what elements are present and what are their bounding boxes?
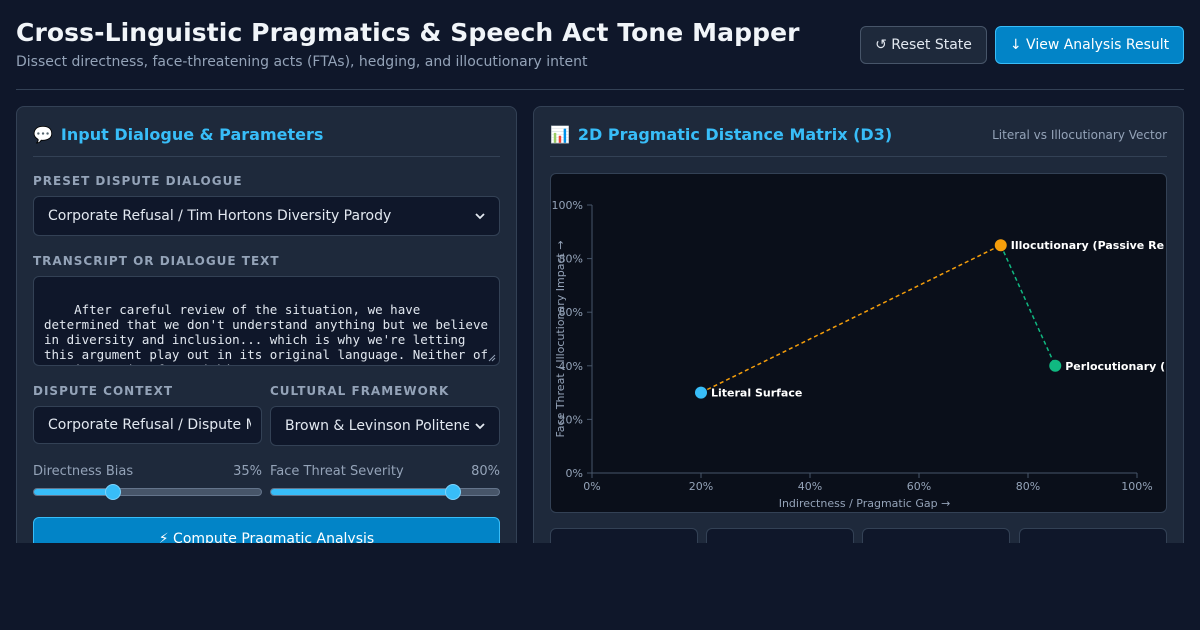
x-tick-label: 40% [798,480,822,493]
x-tick-label: 20% [689,480,713,493]
cultural-framework-value: Brown & Levinson Politeness [285,418,469,434]
transcript-textarea[interactable]: After careful review of the situation, w… [33,276,500,366]
dispute-context-value: Corporate Refusal / Dispute Mediation [48,417,251,433]
data-point [695,386,707,399]
chevron-down-icon [475,213,485,220]
dispute-context-input[interactable]: Corporate Refusal / Dispute Mediation [33,406,262,444]
face-threat-label: Face Threat Severity [270,464,404,479]
face-threat-value: 80% [471,464,500,479]
speech-bubble-icon: 💬 [33,125,53,144]
transcript-label: Transcript or Dialogue Text [33,254,280,268]
transcript-text: After careful review of the situation, w… [44,302,489,365]
page-title: Cross-Linguistic Pragmatics & Speech Act… [16,18,800,47]
input-panel-title-text: Input Dialogue & Parameters [60,125,324,144]
viewport-fold [0,543,1200,630]
pragmatic-distance-chart: 0% 20% 40% 60% 80% 100% 0% 20% 40% 60% 80% 100% Indi… [550,173,1167,513]
chart-panel-note: Literal vs Illocutionary Vector [992,128,1167,142]
data-point [1049,359,1062,372]
chart-panel-header: 📊 2D Pragmatic Distance Matrix (D3) Liter… [550,107,1167,157]
data-point-label: Perlocutionary ( [1065,360,1165,373]
directness-bias-thumb[interactable] [105,484,122,500]
bar-chart-icon: 📊 [550,125,570,144]
x-tick-label: 100% [1121,480,1152,493]
y-tick-label: 80% [559,253,583,266]
input-panel: 💬 Input Dialogue & Parameters Preset Disp… [16,106,517,576]
vector-link-line [1000,244,1056,367]
dispute-context-label: Dispute Context [33,384,174,398]
face-threat-slider[interactable] [270,484,500,500]
data-point-label: Literal Surface [711,387,802,400]
preset-dialogue-select[interactable]: Corporate Refusal / Tim Hortons Diversit… [33,196,500,236]
data-point [994,239,1007,252]
directness-bias-label: Directness Bias [33,464,134,479]
page-subtitle: Dissect directness, face-threatening act… [16,54,588,70]
view-analysis-result-button[interactable]: ↓ View Analysis Result [995,26,1184,64]
directness-bias-fill [34,489,114,495]
directness-bias-slider[interactable] [33,484,262,500]
face-threat-fill [271,489,454,495]
chart-panel-title: 📊 2D Pragmatic Distance Matrix (D3) [550,125,892,144]
chart-panel-title-text: 2D Pragmatic Distance Matrix (D3) [577,125,893,144]
data-point-label: Illocutionary (Passive Re [1011,239,1164,252]
chevron-down-icon [475,423,485,430]
cultural-framework-select[interactable]: Brown & Levinson Politeness [270,406,500,446]
reset-state-button[interactable]: ↺ Reset State [860,26,987,64]
y-tick-label: 40% [559,360,583,373]
y-tick-label: 60% [559,306,583,319]
resize-handle-icon[interactable] [488,354,496,362]
cultural-framework-label: Cultural Framework [270,384,450,398]
x-axis-label: Indirectness / Pragmatic Gap → [779,497,951,510]
vector-link-line [700,244,1002,394]
x-tick-label: 60% [907,480,931,493]
y-tick-label: 0% [566,467,583,480]
y-axis-label: Face Threat / Illocutionary Impact → [554,240,567,437]
page-header: Cross-Linguistic Pragmatics & Speech Act… [16,0,1184,90]
x-tick-label: 0% [583,480,600,493]
preset-dialogue-label: Preset Dispute Dialogue [33,174,243,188]
x-tick-label: 80% [1016,480,1040,493]
preset-dialogue-value: Corporate Refusal / Tim Hortons Diversit… [48,208,392,224]
directness-bias-value: 35% [233,464,262,479]
chart-panel: 📊 2D Pragmatic Distance Matrix (D3) Liter… [533,106,1184,576]
y-tick-label: 20% [559,413,583,426]
input-panel-header: 💬 Input Dialogue & Parameters [33,107,500,157]
y-tick-label: 100% [552,199,583,212]
pragmatic-distance-chart-svg: 0% 20% 40% 60% 80% 100% 0% 20% 40% 60% 80% 100% Indi… [552,199,1166,510]
input-panel-title: 💬 Input Dialogue & Parameters [33,125,323,144]
face-threat-thumb[interactable] [445,484,462,500]
